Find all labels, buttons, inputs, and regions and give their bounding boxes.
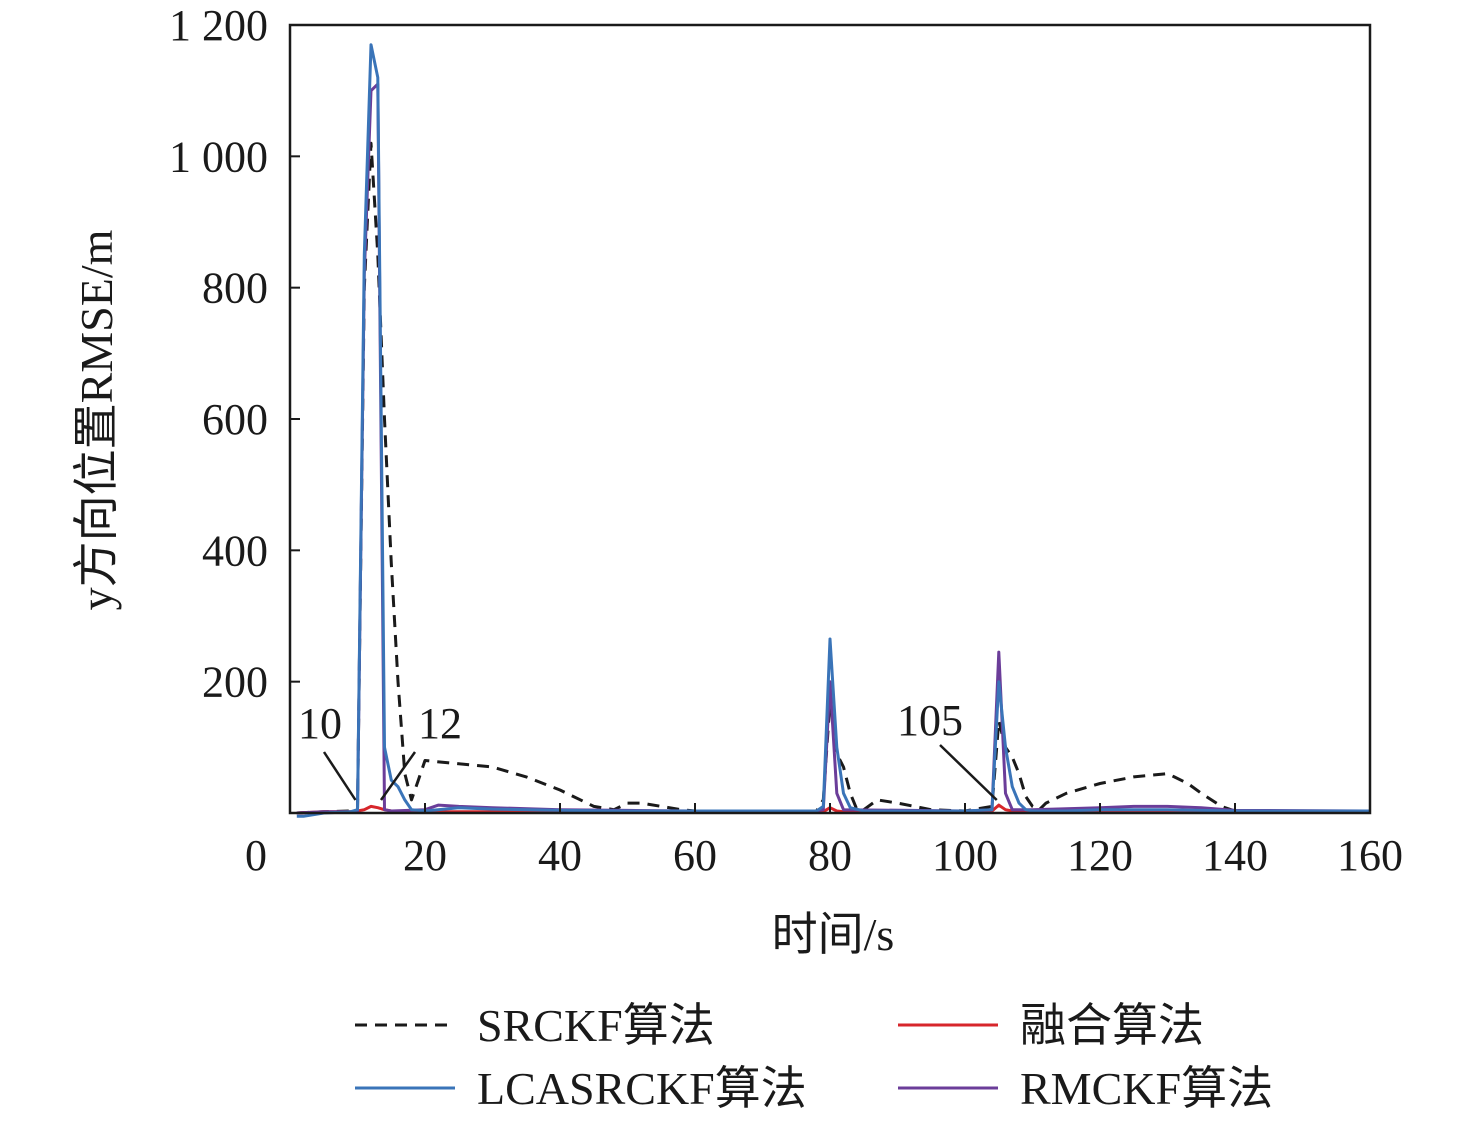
y-tick-label: 600	[202, 395, 268, 444]
x-tick-label: 60	[673, 831, 717, 880]
x-tick-label: 160	[1337, 831, 1403, 880]
annotations-group: 10 12 105	[298, 696, 998, 801]
x-axis-title: 时间/s	[772, 909, 895, 960]
annotation-pointer	[939, 744, 998, 801]
x-tick-label: 40	[538, 831, 582, 880]
annotation-label: 105	[897, 696, 963, 745]
legend-label: 融合算法	[1020, 1000, 1204, 1051]
x-tick-label: 80	[808, 831, 852, 880]
y-tick-label: 1 200	[169, 1, 268, 50]
plot-series-group	[296, 43, 1370, 818]
annotation-label: 12	[418, 699, 462, 748]
legend-label: SRCKF算法	[477, 1000, 715, 1051]
y-tick-label: 200	[202, 658, 268, 707]
y-tick-label: 1 000	[169, 132, 268, 181]
y-axis-title: y方向位置RMSE/m	[71, 229, 122, 610]
axis-tick-labels-group: 0 20 40 60 80 100 120 140 160 200 400 600 800 1 000 1 …	[169, 1, 1403, 880]
axis-ticks-group	[290, 155, 1236, 813]
x-tick-label: 0	[245, 831, 267, 880]
x-tick-label: 140	[1202, 831, 1268, 880]
x-tick-label: 120	[1067, 831, 1133, 880]
legend-label: RMCKF算法	[1020, 1063, 1273, 1114]
y-tick-label: 800	[202, 264, 268, 313]
series-line-3	[296, 43, 1370, 818]
x-tick-label: 20	[403, 831, 447, 880]
legend-label: LCASRCKF算法	[477, 1063, 807, 1114]
annotation-pointer	[322, 751, 357, 801]
annotation-label: 10	[298, 699, 342, 748]
x-tick-label: 100	[932, 831, 998, 880]
y-tick-label: 400	[202, 526, 268, 575]
legend: SRCKF算法 融合算法 LCASRCKF算法 RMCKF算法	[355, 1000, 1273, 1114]
annotation-pointer	[379, 751, 417, 801]
